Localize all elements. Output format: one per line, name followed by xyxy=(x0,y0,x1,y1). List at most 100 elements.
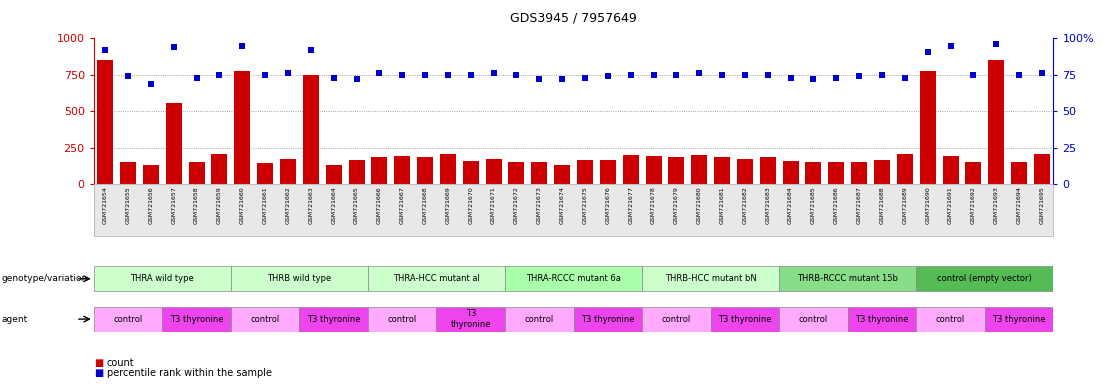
Text: GSM721678: GSM721678 xyxy=(651,186,656,223)
Bar xyxy=(212,154,227,184)
Bar xyxy=(852,162,867,184)
Bar xyxy=(1034,154,1050,184)
Text: GSM721683: GSM721683 xyxy=(765,186,770,223)
Point xyxy=(759,72,777,78)
Text: GSM721659: GSM721659 xyxy=(217,186,222,223)
Text: GSM721682: GSM721682 xyxy=(742,186,748,223)
Text: GSM721685: GSM721685 xyxy=(811,186,816,223)
Text: GSM721689: GSM721689 xyxy=(902,186,908,223)
Bar xyxy=(710,306,779,332)
Bar xyxy=(779,266,917,291)
Point xyxy=(507,72,525,78)
Bar xyxy=(162,306,231,332)
Text: control: control xyxy=(114,314,142,324)
Bar xyxy=(299,306,368,332)
Bar xyxy=(828,162,844,184)
Bar xyxy=(805,162,822,184)
Bar xyxy=(760,157,775,184)
Text: T3 thyronine: T3 thyronine xyxy=(307,314,361,324)
Text: GSM721684: GSM721684 xyxy=(789,186,793,223)
Text: GSM721658: GSM721658 xyxy=(194,186,199,223)
Bar xyxy=(600,160,615,184)
Bar xyxy=(965,162,982,184)
Bar xyxy=(234,71,250,184)
Point xyxy=(667,72,685,78)
Bar xyxy=(120,162,136,184)
Bar xyxy=(1011,162,1027,184)
Point xyxy=(142,81,160,87)
Text: THRA-HCC mutant al: THRA-HCC mutant al xyxy=(393,274,480,283)
Text: control: control xyxy=(387,314,417,324)
Bar xyxy=(394,156,410,184)
Text: GSM721692: GSM721692 xyxy=(971,186,976,224)
Text: control: control xyxy=(662,314,690,324)
Text: GSM721674: GSM721674 xyxy=(559,186,565,224)
Point xyxy=(462,72,480,78)
Text: T3 thyronine: T3 thyronine xyxy=(718,314,772,324)
Bar xyxy=(485,159,502,184)
Text: GSM721673: GSM721673 xyxy=(537,186,542,224)
Text: T3 thyronine: T3 thyronine xyxy=(993,314,1046,324)
Text: GDS3945 / 7957649: GDS3945 / 7957649 xyxy=(511,12,636,25)
Text: GSM721662: GSM721662 xyxy=(286,186,290,223)
Bar xyxy=(917,306,985,332)
Point xyxy=(188,75,205,81)
Text: GSM721672: GSM721672 xyxy=(514,186,518,224)
Bar xyxy=(165,103,182,184)
Text: THRB-HCC mutant bN: THRB-HCC mutant bN xyxy=(665,274,757,283)
Point xyxy=(942,43,960,49)
Bar xyxy=(692,155,707,184)
Point xyxy=(96,47,114,53)
Bar xyxy=(874,159,890,184)
Point xyxy=(714,72,731,78)
Point xyxy=(1034,70,1051,76)
Bar xyxy=(368,266,505,291)
Text: control: control xyxy=(799,314,828,324)
Text: GSM721668: GSM721668 xyxy=(422,186,428,223)
Text: GSM721669: GSM721669 xyxy=(446,186,450,223)
Bar xyxy=(231,266,368,291)
Bar xyxy=(189,162,204,184)
Point xyxy=(211,72,228,78)
Bar xyxy=(368,306,437,332)
Point xyxy=(439,72,457,78)
Text: control: control xyxy=(525,314,554,324)
Text: GSM721667: GSM721667 xyxy=(399,186,405,223)
Text: THRB-RCCC mutant 15b: THRB-RCCC mutant 15b xyxy=(797,274,898,283)
Text: T3
thyronine: T3 thyronine xyxy=(450,310,491,329)
Bar xyxy=(508,162,524,184)
Bar xyxy=(505,266,642,291)
Text: GSM721679: GSM721679 xyxy=(674,186,678,224)
Bar xyxy=(280,159,296,184)
Text: GSM721671: GSM721671 xyxy=(491,186,496,223)
Text: ■: ■ xyxy=(94,358,103,368)
Point xyxy=(827,75,845,81)
Text: count: count xyxy=(107,358,135,368)
Bar xyxy=(848,306,917,332)
Text: GSM721691: GSM721691 xyxy=(949,186,953,223)
Bar xyxy=(463,161,479,184)
Bar xyxy=(943,156,959,184)
Bar xyxy=(988,60,1004,184)
Bar xyxy=(417,157,433,184)
Bar xyxy=(645,156,662,184)
Text: GSM721655: GSM721655 xyxy=(126,186,130,223)
Point xyxy=(622,72,640,78)
Point xyxy=(1010,72,1028,78)
Bar xyxy=(714,157,730,184)
Point xyxy=(736,72,753,78)
Point xyxy=(416,72,433,78)
Text: GSM721690: GSM721690 xyxy=(925,186,930,223)
Point xyxy=(484,70,502,76)
Bar xyxy=(437,306,505,332)
Bar xyxy=(623,155,639,184)
Point xyxy=(279,70,297,76)
Bar xyxy=(642,306,710,332)
Text: GSM721693: GSM721693 xyxy=(994,186,998,224)
Text: GSM721665: GSM721665 xyxy=(354,186,358,223)
Bar xyxy=(554,166,570,184)
Point xyxy=(554,76,571,82)
Point xyxy=(644,72,662,78)
Bar xyxy=(257,163,274,184)
Text: GSM721664: GSM721664 xyxy=(331,186,336,223)
